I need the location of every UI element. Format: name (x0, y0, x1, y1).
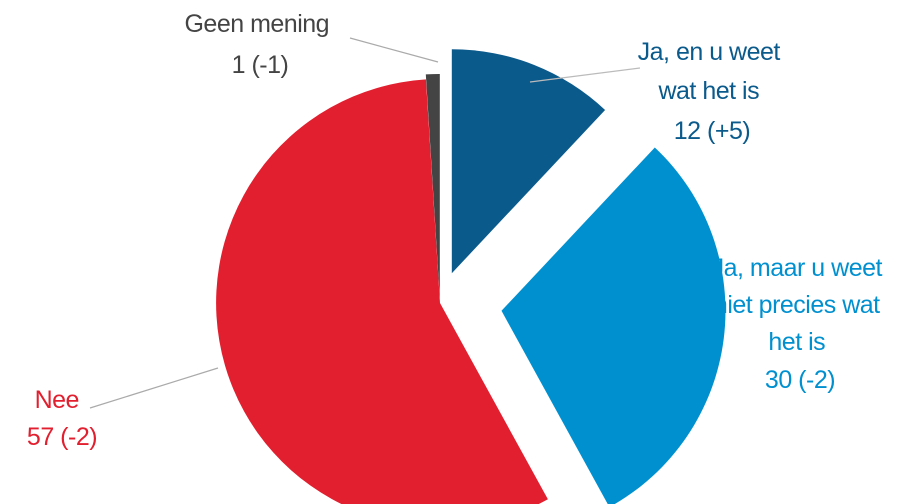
slice-label-ja-niet-line-4: 30 (-2) (765, 366, 835, 394)
pie-slice-geen (425, 73, 440, 299)
pie-slice-ja-weet (451, 49, 606, 274)
slice-label-ja-weet-line-1: Ja, en u weet (638, 38, 781, 66)
slice-label-nee-line-1: Nee (35, 386, 79, 414)
slice-label-ja-weet-line-2: wat het is (657, 77, 759, 105)
slice-label-ja-weet-line-3: 12 (+5) (674, 117, 750, 145)
pie-slices (216, 49, 726, 504)
leader-line-ja-weet (529, 67, 641, 83)
slice-label-nee-line-2: 57 (-2) (27, 423, 97, 451)
slice-label-ja-niet-line-3: het is (768, 328, 825, 356)
leader-lines (89, 37, 641, 409)
slice-label-geen-line-1: Geen mening (184, 10, 329, 38)
pie-slice-nee (216, 79, 548, 504)
leader-line-geen (349, 37, 439, 63)
slice-label-ja-weet: Ja, en u weet wat het is 12 (+5) (638, 38, 787, 145)
slice-label-geen-line-2: 1 (-1) (232, 51, 289, 79)
slice-label-geen: Geen mening 1 (-1) (184, 10, 335, 79)
leader-line-nee (89, 367, 219, 409)
slice-label-ja-niet: Ja, maar u weet niet precies wat het is … (712, 254, 889, 394)
pie-slice-ja-niet (501, 147, 726, 504)
slice-label-nee: Nee 57 (-2) (27, 386, 97, 451)
slice-label-ja-niet-line-1: Ja, maar u weet (712, 254, 883, 282)
slice-label-ja-niet-line-2: niet precies wat (714, 291, 880, 319)
